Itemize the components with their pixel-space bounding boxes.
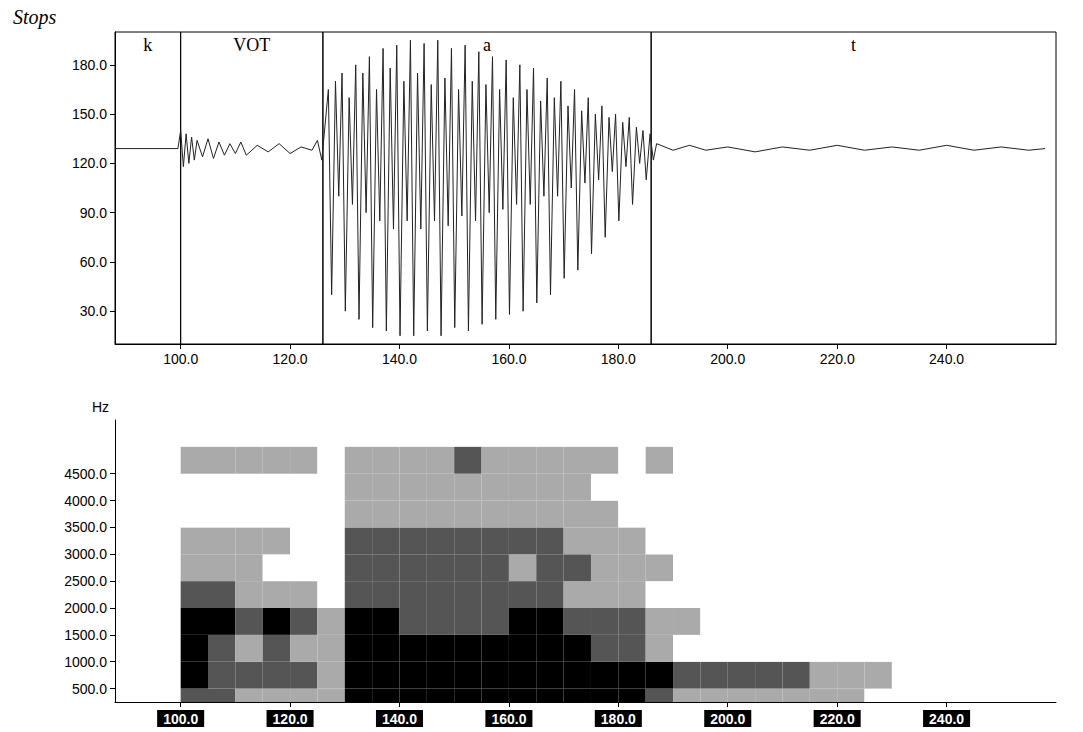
svg-text:2500.0: 2500.0 xyxy=(64,573,107,589)
svg-text:60.0: 60.0 xyxy=(80,254,107,270)
svg-text:4500.0: 4500.0 xyxy=(64,466,107,482)
svg-text:k: k xyxy=(143,35,152,55)
svg-text:240.0: 240.0 xyxy=(929,711,964,727)
svg-text:220.0: 220.0 xyxy=(820,351,855,367)
svg-text:120.0: 120.0 xyxy=(72,155,107,171)
svg-text:3500.0: 3500.0 xyxy=(64,519,107,535)
svg-text:90.0: 90.0 xyxy=(80,205,107,221)
svg-text:140.0: 140.0 xyxy=(382,351,417,367)
svg-text:180.0: 180.0 xyxy=(601,711,636,727)
svg-text:180.0: 180.0 xyxy=(601,351,636,367)
svg-text:150.0: 150.0 xyxy=(72,106,107,122)
svg-text:180.0: 180.0 xyxy=(72,57,107,73)
svg-text:VOT: VOT xyxy=(233,35,270,55)
svg-text:120.0: 120.0 xyxy=(273,351,308,367)
svg-text:100.0: 100.0 xyxy=(163,711,198,727)
svg-text:500.0: 500.0 xyxy=(72,681,107,697)
svg-text:200.0: 200.0 xyxy=(710,351,745,367)
svg-text:Stops: Stops xyxy=(13,6,57,29)
svg-text:30.0: 30.0 xyxy=(80,303,107,319)
svg-text:160.0: 160.0 xyxy=(491,351,526,367)
svg-text:1500.0: 1500.0 xyxy=(64,627,107,643)
svg-text:160.0: 160.0 xyxy=(491,711,526,727)
svg-text:4000.0: 4000.0 xyxy=(64,493,107,509)
svg-text:Hz: Hz xyxy=(92,399,109,415)
svg-text:2000.0: 2000.0 xyxy=(64,600,107,616)
svg-text:100.0: 100.0 xyxy=(163,351,198,367)
svg-text:t: t xyxy=(851,35,856,55)
svg-text:a: a xyxy=(483,35,491,55)
svg-text:1000.0: 1000.0 xyxy=(64,654,107,670)
svg-text:220.0: 220.0 xyxy=(820,711,855,727)
svg-text:200.0: 200.0 xyxy=(710,711,745,727)
svg-text:120.0: 120.0 xyxy=(273,711,308,727)
svg-text:240.0: 240.0 xyxy=(929,351,964,367)
svg-text:140.0: 140.0 xyxy=(382,711,417,727)
svg-text:3000.0: 3000.0 xyxy=(64,546,107,562)
